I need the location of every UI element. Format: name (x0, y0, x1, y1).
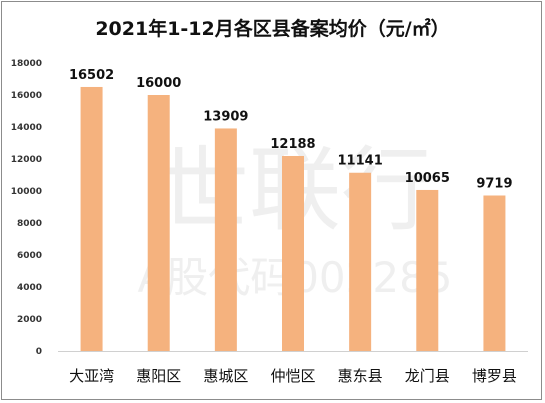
data-label: 12188 (270, 137, 315, 152)
data-label: 16000 (136, 76, 181, 91)
x-tick-label: 惠阳区 (136, 367, 181, 385)
data-label: 10065 (405, 171, 450, 186)
bar (483, 195, 506, 351)
bar (349, 172, 372, 351)
x-tick-label: 惠城区 (203, 367, 248, 385)
y-tick-label: 10000 (11, 187, 42, 197)
y-tick-label: 18000 (11, 59, 42, 69)
y-tick-label: 4000 (17, 283, 42, 293)
y-tick-label: 14000 (11, 123, 42, 133)
bar (214, 128, 237, 351)
y-tick-label: 0 (36, 347, 42, 357)
bar-series (80, 86, 506, 351)
x-tick-label: 惠东县 (338, 367, 383, 385)
x-axis: 大亚湾 惠阳区 惠城区 仲恺区 惠东县 龙门县 博罗县 (58, 351, 528, 385)
y-axis: 0 2000 4000 6000 8000 10000 12000 14000 16000 180… (11, 59, 42, 357)
x-tick-label: 大亚湾 (69, 367, 114, 385)
y-tick-label: 16000 (11, 91, 42, 101)
data-label: 11141 (338, 154, 383, 169)
x-tick-label: 博罗县 (472, 367, 517, 385)
y-tick-label: 12000 (11, 155, 42, 165)
chart-title: 2021年1-12月各区县备案均价（元/㎡） (95, 18, 450, 40)
bar (147, 95, 170, 351)
x-tick-label: 龙门县 (405, 367, 450, 385)
y-tick-label: 8000 (17, 219, 42, 229)
y-tick-label: 6000 (17, 251, 42, 261)
data-label: 9719 (476, 176, 512, 191)
y-tick-label: 2000 (17, 315, 42, 325)
data-label: 16502 (69, 68, 114, 83)
data-label: 13909 (203, 109, 248, 124)
bar (80, 86, 103, 351)
bar (282, 155, 304, 351)
x-tick-label: 仲恺区 (270, 367, 315, 385)
bar (416, 189, 439, 351)
data-labels: 16502 16000 13909 12188 11141 10065 9719 (69, 68, 513, 192)
